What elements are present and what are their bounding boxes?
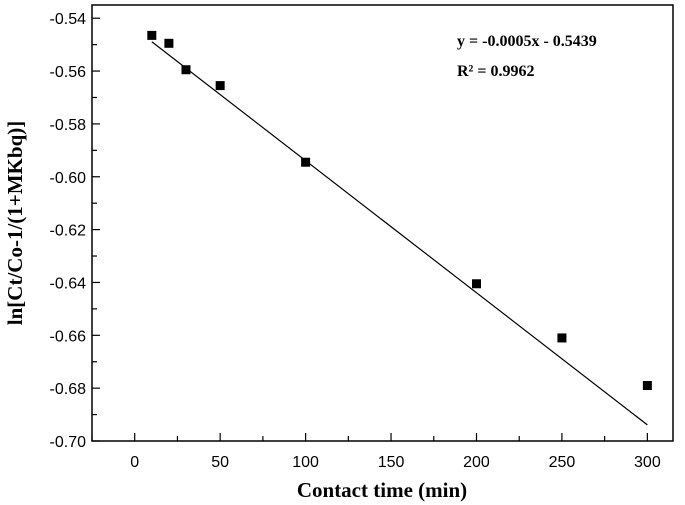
- x-axis-tick-labels: 0 50 100 150 200 250 300: [130, 454, 661, 471]
- data-point: [557, 333, 567, 343]
- y-axis-ticks: [92, 17, 100, 442]
- y-tick-label: -0.62: [50, 223, 87, 240]
- y-tick-label: -0.58: [50, 117, 87, 134]
- x-axis-ticks: [91, 433, 648, 441]
- y-tick-label: -0.66: [50, 328, 87, 345]
- y-tick-label: -0.60: [50, 170, 87, 187]
- y-tick-label: -0.70: [50, 434, 87, 451]
- data-point: [181, 65, 191, 75]
- y-tick-label: -0.56: [50, 64, 87, 81]
- y-axis-title: ln[Ct/Co-1/(1+MKbq)]: [3, 121, 27, 325]
- y-tick-label: -0.68: [50, 381, 87, 398]
- equation-annotation: y = -0.0005x - 0.5439: [457, 33, 597, 50]
- y-tick-label: -0.54: [50, 11, 87, 28]
- fit-line: [151, 41, 648, 426]
- data-points: [147, 30, 652, 391]
- y-axis-tick-labels: -0.70 -0.68 -0.66 -0.64 -0.62 -0.60 -0.58 -0.56…: [50, 11, 87, 451]
- data-point: [215, 81, 225, 91]
- x-tick-label: 300: [634, 454, 661, 471]
- data-point: [471, 279, 481, 289]
- x-tick-label: 50: [211, 454, 229, 471]
- data-point: [164, 38, 174, 48]
- r-squared-annotation: R² = 0.9962: [457, 63, 534, 80]
- x-tick-label: 150: [378, 454, 405, 471]
- x-tick-label: 0: [130, 454, 139, 471]
- y-tick-label: -0.64: [50, 275, 87, 292]
- plot-frame: [91, 4, 674, 442]
- data-point: [147, 30, 157, 40]
- x-tick-label: 100: [292, 454, 319, 471]
- data-point: [301, 157, 311, 167]
- x-tick-label: 200: [463, 454, 490, 471]
- x-axis-title: Contact time (min): [297, 478, 467, 502]
- x-tick-label: 250: [549, 454, 576, 471]
- data-point: [642, 381, 652, 391]
